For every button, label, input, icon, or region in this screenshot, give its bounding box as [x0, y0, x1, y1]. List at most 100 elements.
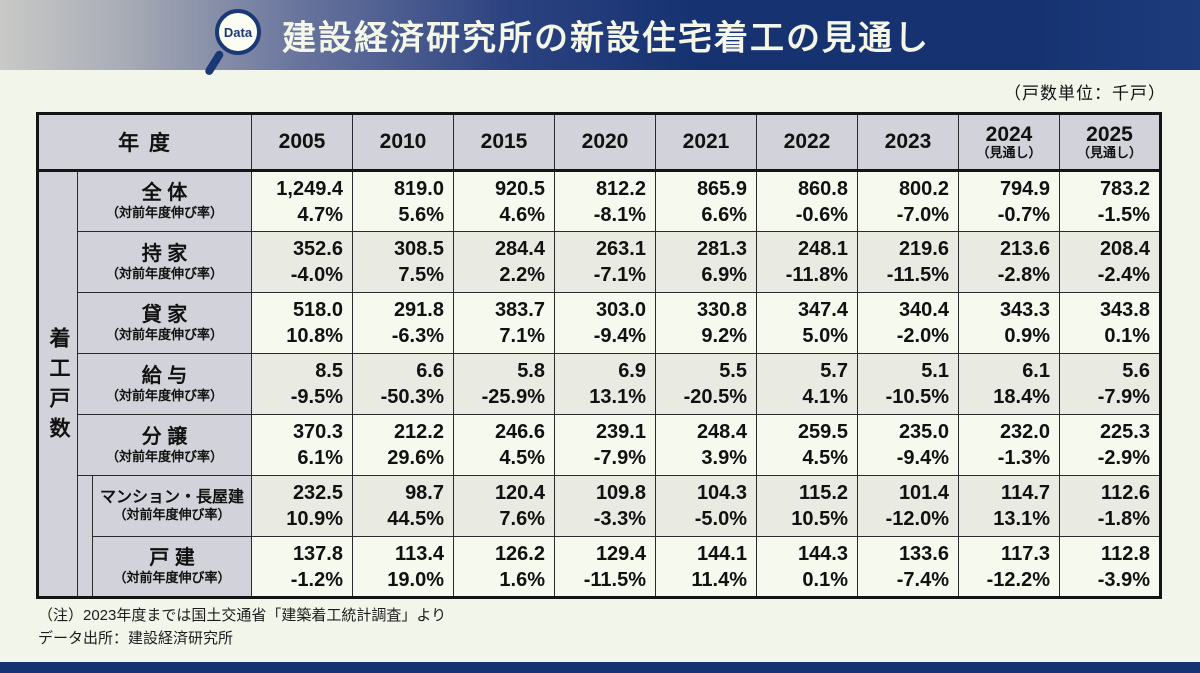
row-growth-sublabel: （対前年度伸び率）: [105, 265, 223, 281]
table-row: 戸 建（対前年度伸び率） 137.8 -1.2% 113.4 19.0% 126.2 1.6…: [38, 536, 1161, 598]
growth-rate-value: -1.2%: [290, 568, 343, 591]
row-growth-sublabel: （対前年度伸び率）: [105, 205, 223, 221]
starts-value: 5.6: [1122, 360, 1150, 382]
starts-value: 5.7: [820, 360, 848, 382]
growth-rate-value: 7.1%: [499, 325, 545, 347]
value-cell: 800.2 -7.0%: [857, 170, 959, 232]
growth-rate-value: -3.9%: [1097, 568, 1150, 591]
starts-value: 246.6: [494, 421, 545, 443]
starts-value: 819.0: [393, 177, 444, 200]
starts-value: 248.4: [696, 421, 747, 443]
starts-value: 117.3: [1001, 542, 1050, 565]
value-cell: 343.3 0.9%: [958, 292, 1060, 354]
starts-value: 8.5: [315, 360, 343, 382]
value-cell: 112.8 -3.9%: [1059, 536, 1161, 598]
starts-value: 144.1: [696, 542, 747, 565]
growth-rate-value: -1.5%: [1097, 203, 1150, 226]
growth-rate-value: -7.9%: [593, 447, 646, 469]
value-cell: 104.3 -5.0%: [655, 475, 757, 537]
row-label: 給 与: [141, 364, 188, 387]
starts-value: 383.7: [494, 299, 545, 321]
growth-rate-value: 0.9%: [1004, 325, 1050, 347]
page-title: 建設経済研究所の新設住宅着工の見通し: [282, 19, 930, 58]
starts-value: 291.8: [393, 299, 444, 321]
growth-rate-value: -3.3%: [593, 508, 646, 530]
table-row: 分 譲（対前年度伸び率） 370.3 6.1% 212.2 29.6% 246.6 4.5%…: [38, 414, 1161, 476]
data-magnifier-icon: Data: [203, 7, 267, 81]
growth-rate-value: -11.5%: [886, 264, 949, 286]
starts-value: 225.3: [1099, 421, 1150, 443]
value-cell: 235.0 -9.4%: [857, 414, 959, 476]
starts-value: 308.5: [393, 238, 444, 260]
growth-rate-value: 2.2%: [499, 264, 545, 286]
growth-rate-value: 7.5%: [398, 264, 444, 286]
growth-rate-value: -2.9%: [1097, 447, 1150, 469]
badge-label: Data: [223, 24, 253, 40]
row-label: 戸 建: [149, 547, 195, 570]
starts-value: 112.6: [1101, 482, 1150, 504]
growth-rate-value: 29.6%: [387, 447, 444, 469]
starts-value: 235.0: [898, 421, 949, 443]
year-column-header: 2020: [554, 113, 656, 172]
starts-value: 232.5: [292, 482, 343, 504]
value-cell: 232.0 -1.3%: [958, 414, 1060, 476]
growth-rate-value: -7.4%: [896, 568, 949, 591]
starts-value: 865.9: [696, 177, 747, 200]
value-cell: 383.7 7.1%: [453, 292, 555, 354]
starts-value: 6.1: [1022, 360, 1050, 382]
year-label: 2025: [1086, 123, 1133, 147]
growth-rate-value: 10.8%: [286, 325, 343, 347]
value-cell: 120.4 7.6%: [453, 475, 555, 537]
value-cell: 860.8 -0.6%: [756, 170, 858, 232]
value-cell: 5.5 -20.5%: [655, 353, 757, 415]
value-cell: 347.4 5.0%: [756, 292, 858, 354]
year-forecast-note: （見通し）: [976, 145, 1042, 161]
row-label-cell: 持 家（対前年度伸び率）: [77, 231, 252, 293]
value-cell: 144.3 0.1%: [756, 536, 858, 598]
starts-value: 303.0: [595, 299, 646, 321]
starts-value: 860.8: [797, 177, 848, 200]
value-cell: 1,249.4 4.7%: [251, 170, 353, 232]
value-cell: 98.7 44.5%: [352, 475, 454, 537]
growth-rate-value: 4.5%: [499, 447, 545, 469]
starts-value: 113.4: [395, 542, 444, 565]
starts-value: 239.1: [595, 421, 646, 443]
bottom-accent-bar: [0, 662, 1200, 673]
value-cell: 6.6 -50.3%: [352, 353, 454, 415]
year-column-header: 2025 （見通し）: [1059, 113, 1161, 172]
row-label: 分 譲: [141, 425, 188, 448]
starts-value: 6.9: [618, 360, 646, 382]
value-cell: 112.6 -1.8%: [1059, 475, 1161, 537]
growth-rate-value: 6.9%: [701, 264, 747, 286]
starts-value: 208.4: [1099, 238, 1150, 260]
value-cell: 812.2 -8.1%: [554, 170, 656, 232]
growth-rate-value: 0.1%: [1104, 325, 1150, 347]
growth-rate-value: -25.9%: [481, 386, 545, 408]
growth-rate-value: -9.4%: [593, 325, 646, 347]
growth-rate-value: -0.6%: [795, 203, 848, 226]
value-cell: 248.4 3.9%: [655, 414, 757, 476]
value-cell: 129.4 -11.5%: [554, 536, 656, 598]
value-cell: 920.5 4.6%: [453, 170, 555, 232]
growth-rate-value: 18.4%: [993, 386, 1050, 408]
year-label: 2010: [379, 130, 427, 154]
year-label: 2023: [884, 130, 932, 154]
row-growth-sublabel: （対前年度伸び率）: [113, 507, 231, 523]
value-cell: 6.9 13.1%: [554, 353, 656, 415]
starts-value: 101.4: [898, 482, 949, 504]
row-growth-sublabel: （対前年度伸び率）: [105, 326, 223, 342]
footnote-source-note: （注）2023年度までは国土交通省「建築着工統計調査」より: [38, 607, 447, 624]
growth-rate-value: 4.1%: [802, 386, 848, 408]
growth-rate-value: -7.0%: [896, 203, 949, 226]
starts-value: 920.5: [494, 177, 545, 200]
growth-rate-value: -50.3%: [380, 386, 444, 408]
value-cell: 144.1 11.4%: [655, 536, 757, 598]
growth-rate-value: -0.7%: [997, 203, 1050, 226]
starts-value: 340.4: [898, 299, 949, 321]
row-label-cell: 給 与（対前年度伸び率）: [77, 353, 252, 415]
year-label: 2021: [682, 130, 730, 154]
growth-rate-value: -20.5%: [683, 386, 747, 408]
growth-rate-value: 11.4%: [691, 568, 747, 591]
year-label: 2020: [581, 130, 629, 154]
starts-value: 5.8: [517, 360, 545, 382]
